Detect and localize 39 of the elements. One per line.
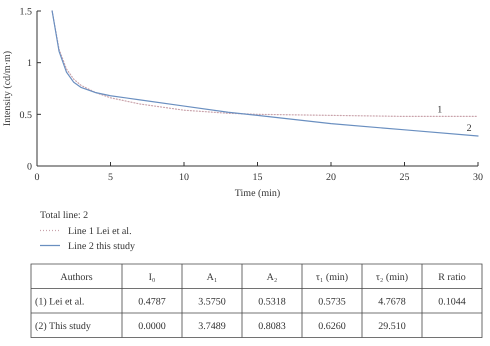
x-tick-label: 30 [473, 172, 483, 183]
category-label: τ₁ (min) [316, 272, 348, 283]
legend-label: Line 1 Lei et al. [68, 226, 132, 237]
category-label: A₁ [206, 272, 218, 283]
y-tick-label: 1.5 [20, 6, 32, 18]
text: 0.8083 [258, 321, 286, 332]
x-tick-label: 20 [326, 172, 336, 183]
y-tick-label: 0.5 [20, 110, 32, 121]
text: 0.4787 [138, 296, 166, 308]
text: 0.1044 [438, 296, 466, 308]
category-label: (2) This study [35, 321, 91, 332]
text: 0.5735 [318, 296, 346, 308]
x-tick-label: 15 [252, 172, 262, 183]
text: 4.7678 [378, 296, 406, 308]
text: 3.5750 [198, 296, 226, 308]
category-label: A₂ [266, 272, 278, 283]
legend-title: Total line: 2 [40, 210, 88, 221]
category-label: (1) Lei et al. [35, 296, 84, 308]
category-label: Authors [60, 272, 93, 283]
annotation: 1 [437, 104, 442, 116]
x-tick-label: 0 [34, 172, 40, 183]
text: 3.7489 [198, 321, 226, 332]
x-tick-label: 25 [400, 172, 410, 183]
text: 0.0000 [138, 321, 166, 332]
legend-label: Line 2 this study [68, 241, 135, 252]
category-label: τ₂ (min) [376, 272, 408, 283]
line-series [52, 10, 479, 137]
category-label: R ratio [438, 272, 466, 283]
y-tick-label: 0 [27, 162, 32, 172]
x-tick-label: 5 [108, 172, 113, 183]
category-label: I₀ [148, 272, 156, 283]
text: 0.6260 [318, 321, 346, 332]
text: 0.5318 [258, 296, 286, 308]
annotation: 2 [466, 122, 472, 134]
y-axis-title: Intensity (cd/m·m) [2, 50, 13, 126]
text: 29.510 [378, 321, 406, 332]
x-axis-title: Time (min) [234, 188, 280, 199]
y-tick-label: 1 [27, 58, 32, 70]
x-tick-label: 10 [179, 172, 189, 183]
